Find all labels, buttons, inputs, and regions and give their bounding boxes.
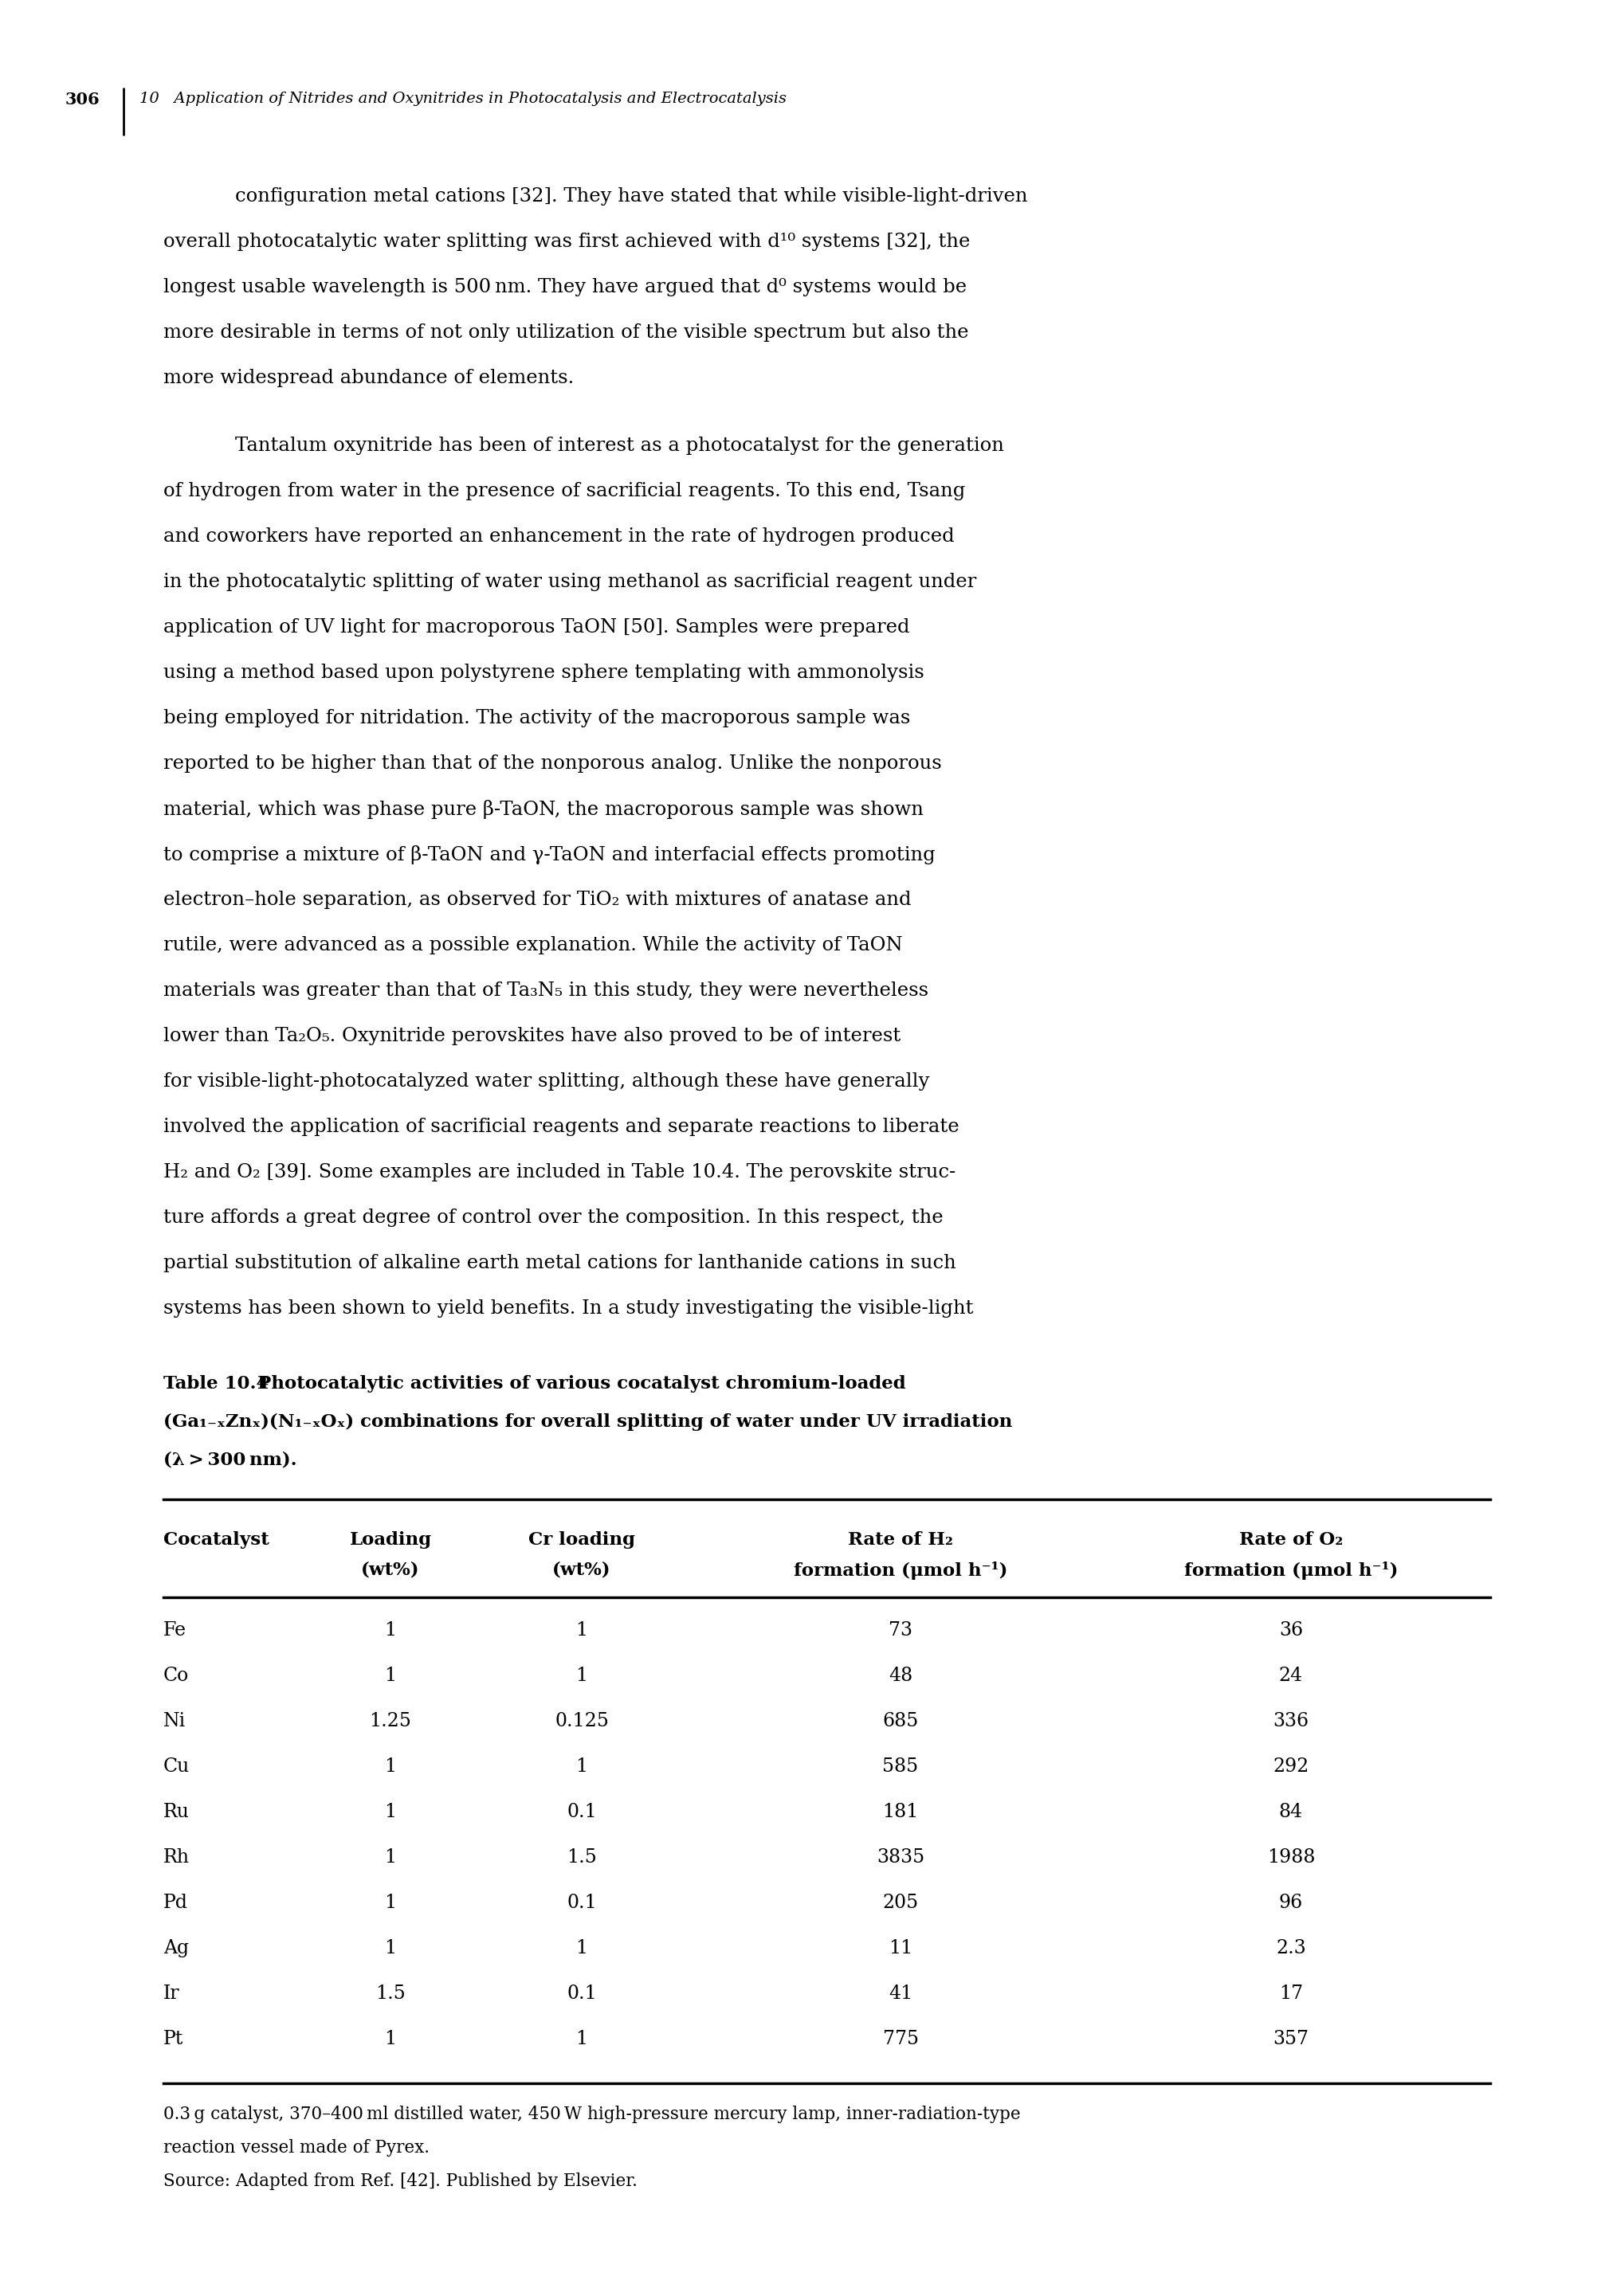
Text: Photocatalytic activities of various cocatalyst chromium-loaded: Photocatalytic activities of various coc…: [245, 1375, 906, 1394]
Text: 1: 1: [384, 1848, 397, 1867]
Text: 336: 336: [1273, 1713, 1310, 1731]
Text: partial substitution of alkaline earth metal cations for lanthanide cations in s: partial substitution of alkaline earth m…: [163, 1254, 956, 1272]
Text: Cu: Cu: [163, 1756, 191, 1775]
Text: 1: 1: [384, 1940, 397, 1958]
Text: 205: 205: [882, 1894, 919, 1913]
Text: Ag: Ag: [163, 1940, 189, 1958]
Text: electron–hole separation, as observed for TiO₂ with mixtures of anatase and: electron–hole separation, as observed fo…: [163, 891, 911, 909]
Text: for visible-light-photocatalyzed water splitting, although these have generally: for visible-light-photocatalyzed water s…: [163, 1072, 930, 1091]
Text: 585: 585: [882, 1756, 919, 1775]
Text: reaction vessel made of Pyrex.: reaction vessel made of Pyrex.: [163, 2140, 429, 2156]
Text: Pt: Pt: [163, 2030, 184, 2048]
Text: application of UV light for macroporous TaON [50]. Samples were prepared: application of UV light for macroporous …: [163, 618, 909, 636]
Text: Ir: Ir: [163, 1984, 179, 2002]
Text: (wt%): (wt%): [552, 1561, 612, 1580]
Text: using a method based upon polystyrene sphere templating with ammonolysis: using a method based upon polystyrene sp…: [163, 664, 924, 682]
Text: rutile, were advanced as a possible explanation. While the activity of TaON: rutile, were advanced as a possible expl…: [163, 937, 903, 955]
Text: Rate of O₂: Rate of O₂: [1239, 1531, 1343, 1550]
Text: formation (μmol h⁻¹): formation (μmol h⁻¹): [794, 1561, 1007, 1580]
Text: (λ > 300 nm).: (λ > 300 nm).: [163, 1451, 296, 1469]
Text: 96: 96: [1279, 1894, 1303, 1913]
Text: 10   Application of Nitrides and Oxynitrides in Photocatalysis and Electrocataly: 10 Application of Nitrides and Oxynitrid…: [139, 92, 786, 106]
Text: involved the application of sacrificial reagents and separate reactions to liber: involved the application of sacrificial …: [163, 1118, 959, 1137]
Text: H₂ and O₂ [39]. Some examples are included in Table 10.4. The perovskite struc-: H₂ and O₂ [39]. Some examples are includ…: [163, 1164, 956, 1182]
Text: 73: 73: [889, 1621, 913, 1639]
Text: Tantalum oxynitride has been of interest as a photocatalyst for the generation: Tantalum oxynitride has been of interest…: [235, 436, 1004, 455]
Text: 41: 41: [889, 1984, 913, 2002]
Text: 0.1: 0.1: [567, 1802, 597, 1821]
Text: Rh: Rh: [163, 1848, 189, 1867]
Text: 1: 1: [384, 1667, 397, 1685]
Text: 48: 48: [889, 1667, 913, 1685]
Text: in the photocatalytic splitting of water using methanol as sacrificial reagent u: in the photocatalytic splitting of water…: [163, 572, 977, 590]
Text: 181: 181: [882, 1802, 919, 1821]
Text: overall photocatalytic water splitting was first achieved with d¹⁰ systems [32],: overall photocatalytic water splitting w…: [163, 232, 970, 250]
Text: being employed for nitridation. The activity of the macroporous sample was: being employed for nitridation. The acti…: [163, 709, 911, 728]
Text: material, which was phase pure β-TaON, the macroporous sample was shown: material, which was phase pure β-TaON, t…: [163, 799, 924, 820]
Text: 0.1: 0.1: [567, 1984, 597, 2002]
Text: (wt%): (wt%): [362, 1561, 419, 1580]
Text: 84: 84: [1279, 1802, 1303, 1821]
Text: 2.3: 2.3: [1276, 1940, 1306, 1958]
Text: Cocatalyst: Cocatalyst: [163, 1531, 269, 1550]
Text: 1: 1: [384, 1756, 397, 1775]
Text: 3835: 3835: [877, 1848, 924, 1867]
Text: Co: Co: [163, 1667, 189, 1685]
Text: 0.1: 0.1: [567, 1894, 597, 1913]
Text: 1: 1: [384, 1802, 397, 1821]
Text: reported to be higher than that of the nonporous analog. Unlike the nonporous: reported to be higher than that of the n…: [163, 755, 941, 774]
Text: 1.5: 1.5: [567, 1848, 597, 1867]
Text: systems has been shown to yield benefits. In a study investigating the visible-l: systems has been shown to yield benefits…: [163, 1300, 973, 1318]
Text: 1: 1: [576, 1621, 588, 1639]
Text: lower than Ta₂O₅. Oxynitride perovskites have also proved to be of interest: lower than Ta₂O₅. Oxynitride perovskites…: [163, 1026, 901, 1045]
Text: 1: 1: [384, 1621, 397, 1639]
Text: 24: 24: [1279, 1667, 1303, 1685]
Text: 1988: 1988: [1266, 1848, 1314, 1867]
Text: Rate of H₂: Rate of H₂: [849, 1531, 953, 1550]
Text: 11: 11: [889, 1940, 913, 1958]
Text: 292: 292: [1273, 1756, 1310, 1775]
Text: Fe: Fe: [163, 1621, 187, 1639]
Text: 685: 685: [882, 1713, 919, 1731]
Text: of hydrogen from water in the presence of sacrificial reagents. To this end, Tsa: of hydrogen from water in the presence o…: [163, 482, 965, 501]
Text: configuration metal cations [32]. They have stated that while visible-light-driv: configuration metal cations [32]. They h…: [235, 188, 1028, 207]
Text: 1: 1: [576, 2030, 588, 2048]
Text: 357: 357: [1273, 2030, 1310, 2048]
Text: 1.25: 1.25: [370, 1713, 411, 1731]
Text: Cr loading: Cr loading: [528, 1531, 636, 1550]
Text: 1: 1: [576, 1940, 588, 1958]
Text: formation (μmol h⁻¹): formation (μmol h⁻¹): [1185, 1561, 1398, 1580]
Text: Ru: Ru: [163, 1802, 189, 1821]
Text: Ni: Ni: [163, 1713, 186, 1731]
Text: Pd: Pd: [163, 1894, 187, 1913]
Text: 1: 1: [576, 1667, 588, 1685]
Text: and coworkers have reported an enhancement in the rate of hydrogen produced: and coworkers have reported an enhanceme…: [163, 528, 954, 546]
Text: 1.5: 1.5: [376, 1984, 405, 2002]
Text: 1: 1: [384, 2030, 397, 2048]
Text: 36: 36: [1279, 1621, 1303, 1639]
Text: 0.125: 0.125: [554, 1713, 608, 1731]
Text: 1: 1: [576, 1756, 588, 1775]
Text: 1: 1: [384, 1894, 397, 1913]
Text: 0.3 g catalyst, 370–400 ml distilled water, 450 W high-pressure mercury lamp, in: 0.3 g catalyst, 370–400 ml distilled wat…: [163, 2105, 1020, 2124]
Text: ture affords a great degree of control over the composition. In this respect, th: ture affords a great degree of control o…: [163, 1208, 943, 1226]
Text: more widespread abundance of elements.: more widespread abundance of elements.: [163, 370, 575, 388]
Text: 17: 17: [1279, 1984, 1303, 2002]
Text: to comprise a mixture of β-TaON and γ-TaON and interfacial effects promoting: to comprise a mixture of β-TaON and γ-Ta…: [163, 845, 935, 863]
Text: longest usable wavelength is 500 nm. They have argued that d⁰ systems would be: longest usable wavelength is 500 nm. The…: [163, 278, 967, 296]
Text: materials was greater than that of Ta₃N₅ in this study, they were nevertheless: materials was greater than that of Ta₃N₅…: [163, 980, 929, 999]
Text: 306: 306: [66, 92, 101, 108]
Text: Table 10.4: Table 10.4: [163, 1375, 269, 1394]
Text: more desirable in terms of not only utilization of the visible spectrum but also: more desirable in terms of not only util…: [163, 324, 969, 342]
Text: 775: 775: [882, 2030, 919, 2048]
Text: (Ga₁₋ₓZnₓ)(N₁₋ₓOₓ) combinations for overall splitting of water under UV irradiat: (Ga₁₋ₓZnₓ)(N₁₋ₓOₓ) combinations for over…: [163, 1414, 1012, 1430]
Text: Loading: Loading: [349, 1531, 432, 1550]
Text: Source: Adapted from Ref. [42]. Published by Elsevier.: Source: Adapted from Ref. [42]. Publishe…: [163, 2172, 637, 2190]
